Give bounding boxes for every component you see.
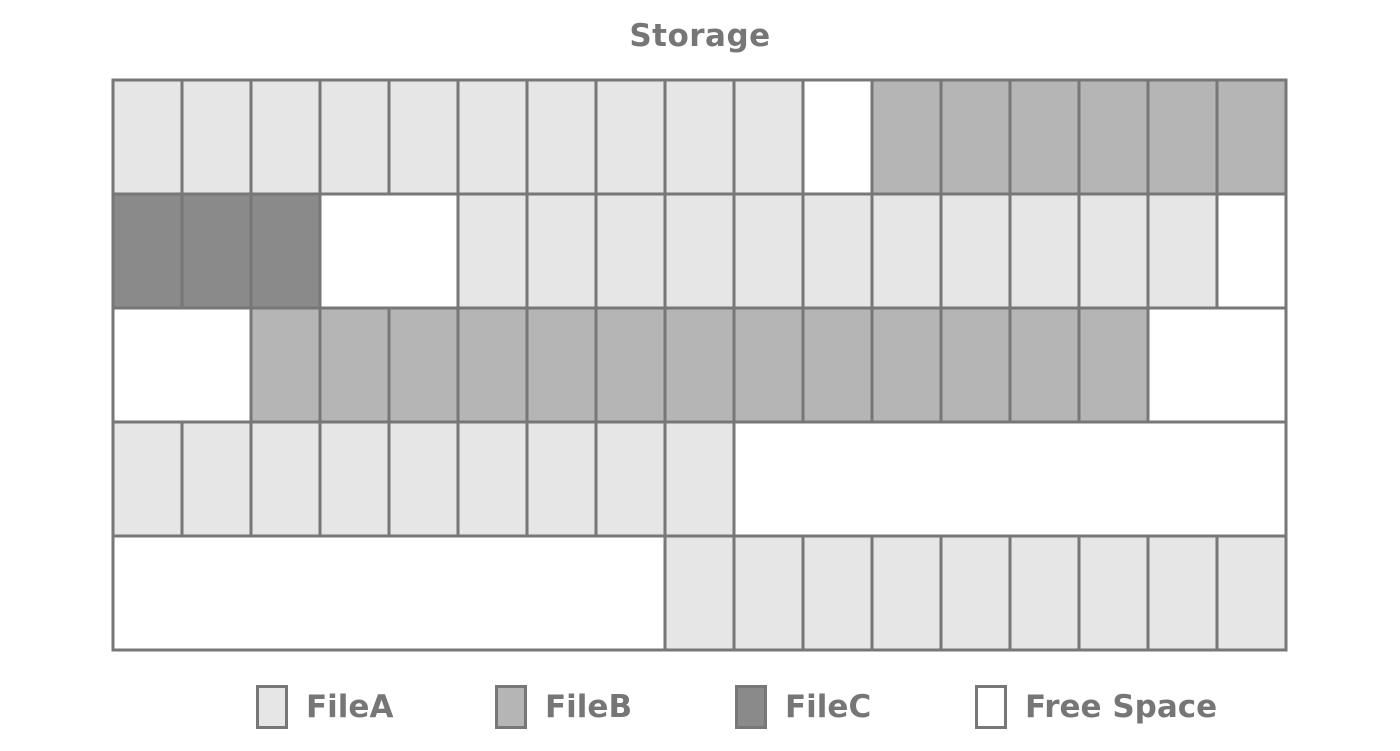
legend-label-filec: FileC [785, 689, 872, 725]
storage-block-filea [663, 78, 736, 196]
legend-swatch-free-space [975, 685, 1007, 729]
storage-block-filea [801, 192, 874, 310]
free-space-block [111, 534, 667, 652]
storage-block-filea [249, 420, 322, 538]
storage-block-filea [111, 78, 184, 196]
storage-block-filea [1008, 534, 1081, 652]
legend-swatch-filec [735, 685, 767, 729]
free-space-block [318, 192, 460, 310]
storage-block-filea [525, 420, 598, 538]
storage-block-filea [456, 78, 529, 196]
storage-block-fileb [1146, 78, 1219, 196]
storage-block-filea [801, 534, 874, 652]
storage-block-filea [594, 192, 667, 310]
storage-block-fileb [318, 306, 391, 424]
storage-block-filea [1077, 192, 1150, 310]
legend-swatch-filea [256, 685, 288, 729]
storage-block-filea [1146, 534, 1219, 652]
storage-block-fileb [732, 306, 805, 424]
storage-block-filea [180, 420, 253, 538]
storage-block-fileb [387, 306, 460, 424]
storage-block-filea [525, 192, 598, 310]
free-space-block [1146, 306, 1288, 424]
storage-block-filea [1008, 192, 1081, 310]
storage-block-fileb [1215, 78, 1288, 196]
legend-label-filea: FileA [306, 689, 394, 725]
storage-block-filea [1077, 534, 1150, 652]
storage-block-filea [732, 534, 805, 652]
storage-block-fileb [1077, 306, 1150, 424]
storage-block-filea [870, 534, 943, 652]
storage-block-filea [456, 420, 529, 538]
storage-block-filea [870, 192, 943, 310]
storage-block-filea [732, 192, 805, 310]
storage-block-filea [663, 534, 736, 652]
storage-block-filec [111, 192, 184, 310]
storage-block-filea [249, 78, 322, 196]
storage-block-filec [180, 192, 253, 310]
free-space-block [801, 78, 874, 196]
legend-label-fileb: FileB [545, 689, 633, 725]
storage-block-fileb [249, 306, 322, 424]
storage-block-fileb [1008, 78, 1081, 196]
storage-block-filea [1215, 534, 1288, 652]
storage-block-filea [525, 78, 598, 196]
diagram-title: Storage [629, 18, 771, 54]
legend-swatch-fileb [495, 685, 527, 729]
storage-block-fileb [1008, 306, 1081, 424]
free-space-block [732, 420, 1288, 538]
storage-block-fileb [939, 78, 1012, 196]
storage-block-filea [939, 534, 1012, 652]
storage-block-filea [111, 420, 184, 538]
storage-block-filec [249, 192, 322, 310]
storage-block-filea [456, 192, 529, 310]
storage-block-filea [318, 420, 391, 538]
storage-block-filea [1146, 192, 1219, 310]
storage-block-fileb [870, 78, 943, 196]
storage-block-filea [732, 78, 805, 196]
storage-block-filea [663, 192, 736, 310]
storage-block-filea [594, 78, 667, 196]
storage-frame [111, 78, 1288, 652]
storage-block-fileb [456, 306, 529, 424]
legend-label-free-space: Free Space [1025, 689, 1218, 725]
storage-block-filea [318, 78, 391, 196]
storage-block-filea [387, 78, 460, 196]
storage-block-fileb [663, 306, 736, 424]
storage-block-filea [663, 420, 736, 538]
free-space-block [1215, 192, 1288, 310]
storage-block-fileb [594, 306, 667, 424]
storage-block-filea [939, 192, 1012, 310]
storage-block-fileb [1077, 78, 1150, 196]
storage-block-fileb [939, 306, 1012, 424]
storage-block-fileb [870, 306, 943, 424]
storage-block-filea [594, 420, 667, 538]
storage-block-fileb [525, 306, 598, 424]
storage-block-filea [387, 420, 460, 538]
storage-block-filea [180, 78, 253, 196]
free-space-block [111, 306, 253, 424]
storage-block-fileb [801, 306, 874, 424]
